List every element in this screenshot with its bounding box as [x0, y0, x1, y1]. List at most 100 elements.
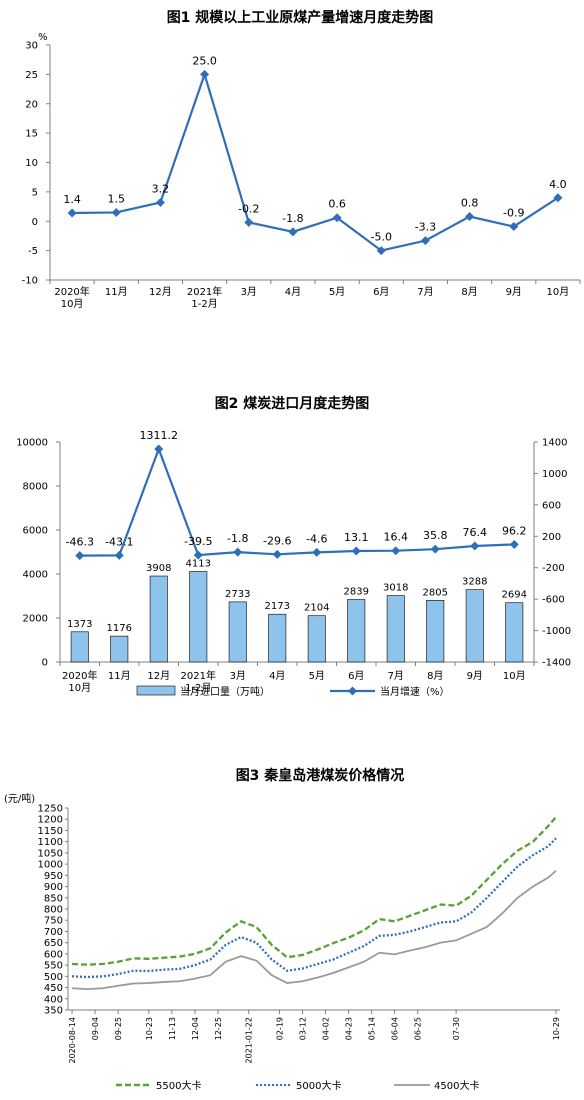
- y-tick-label: 1050: [38, 848, 63, 859]
- bar: [347, 599, 366, 663]
- x-tick-label: 03-12: [298, 1017, 307, 1040]
- x-tick-label: 7月: [388, 670, 404, 682]
- data-point: [67, 208, 77, 218]
- data-label: -1.8: [282, 212, 303, 225]
- y-tick-label: 700: [44, 927, 63, 938]
- bar: [149, 575, 168, 663]
- price-line: [71, 816, 557, 966]
- y-tick-label: -5: [28, 246, 38, 257]
- data-label: 1.4: [63, 193, 81, 206]
- x-tick-label: 1-2月: [185, 682, 211, 694]
- x-tick-label: 4月: [285, 286, 301, 298]
- bar-label: 4113: [186, 559, 211, 570]
- bar-label: 2839: [344, 587, 369, 598]
- data-point: [470, 541, 480, 551]
- data-label: -46.3: [66, 536, 94, 549]
- x-tick-label: 5月: [329, 286, 345, 298]
- data-label: -0.9: [503, 207, 524, 220]
- bar-label: 3288: [462, 577, 487, 588]
- y-tick-label: 950: [44, 871, 63, 882]
- y2-tick-label: 600: [542, 500, 561, 511]
- legend-label-5000: 5000大卡: [296, 1079, 341, 1092]
- y-tick-label: 10000: [16, 438, 48, 449]
- x-tick-label: 8月: [427, 670, 443, 682]
- x-tick-label: 04-23: [345, 1017, 354, 1040]
- data-point: [351, 546, 361, 556]
- x-tick-label: 2020年: [62, 669, 97, 682]
- bar: [110, 635, 129, 663]
- y-tick-label: 0: [32, 217, 38, 228]
- x-tick-label: 10-23: [145, 1017, 154, 1040]
- x-tick-label: 05-14: [368, 1017, 377, 1040]
- x-tick-label: 2021-01-22: [245, 1017, 254, 1064]
- y-tick-label: 25: [25, 70, 38, 81]
- x-tick-label: 12-04: [191, 1017, 200, 1040]
- x-tick-label: 2021年: [187, 285, 222, 298]
- legend-label-5500: 5500大卡: [156, 1079, 201, 1092]
- x-tick-label: 10月: [61, 298, 84, 310]
- data-point: [111, 207, 121, 217]
- price-line: [71, 837, 557, 979]
- x-tick-label: 3月: [241, 286, 257, 298]
- x-tick-label: 06-04: [391, 1017, 400, 1040]
- x-tick-label: 9月: [467, 670, 483, 682]
- y-tick-label: 1100: [38, 837, 63, 848]
- x-tick-label: 4月: [269, 670, 285, 682]
- x-tick-label: 10月: [547, 286, 570, 298]
- bar-label: 3018: [383, 583, 408, 594]
- x-tick-label: 12-25: [214, 1017, 223, 1040]
- data-point: [200, 69, 210, 79]
- data-point: [155, 197, 165, 207]
- x-tick-label: 3月: [230, 670, 246, 682]
- x-tick-label: 07-30: [452, 1017, 461, 1040]
- data-label: -0.2: [238, 202, 259, 215]
- y-tick-label: 800: [44, 905, 63, 916]
- data-point: [114, 550, 124, 560]
- data-label: -3.3: [415, 221, 436, 234]
- y-tick-label: 4000: [23, 570, 48, 581]
- bar: [465, 589, 484, 663]
- x-tick-label: 09-04: [91, 1017, 100, 1040]
- y-tick-label: -10: [22, 276, 38, 287]
- x-tick-label: 11月: [105, 286, 128, 298]
- x-tick-label: 6月: [348, 670, 364, 682]
- data-label: -5.0: [371, 231, 392, 244]
- data-label: -39.5: [184, 535, 212, 548]
- y-tick-label: 400: [44, 994, 63, 1005]
- bar: [505, 602, 524, 663]
- x-tick-label: 6月: [373, 286, 389, 298]
- data-point: [272, 549, 282, 559]
- legend-label-imports: 当月进口量（万吨）: [180, 685, 270, 698]
- chart-2-legend: 当月进口量（万吨） 当月增速（%）: [136, 685, 450, 698]
- data-point: [420, 236, 430, 246]
- chart-1-svg: 图1 规模以上工业原煤产量增速月度走势图 % 30 25 20 15 10 5 0 -5 -10…: [22, 9, 581, 310]
- y-tick-label: 10: [25, 158, 38, 169]
- x-tick-label: 1-2月: [191, 298, 217, 310]
- bar: [70, 631, 89, 663]
- y-tick-label: 1000: [38, 860, 63, 871]
- x-tick-label: 10-29: [552, 1017, 561, 1040]
- data-point: [193, 550, 203, 560]
- x-tick-label: 8月: [461, 286, 477, 298]
- data-point: [75, 551, 85, 561]
- y2-tick-label: -1000: [542, 626, 571, 637]
- bar-label: 2173: [265, 601, 290, 612]
- chart-3-coal-price: 图3 秦皇岛港煤炭价格情况 (元/吨) 1250 1200 1150 1100 1050…: [0, 760, 584, 1100]
- chart-3-title: 图3 秦皇岛港煤炭价格情况: [236, 767, 405, 784]
- data-label: 35.8: [423, 529, 448, 542]
- legend-label-growth: 当月增速（%）: [380, 685, 450, 698]
- chart-1-title: 图1 规模以上工业原煤产量增速月度走势图: [167, 9, 434, 26]
- x-tick-label: 09-25: [114, 1017, 123, 1040]
- data-label: 1.5: [108, 192, 126, 205]
- y-tick-label: 8000: [23, 482, 48, 493]
- bar-label: 2694: [502, 590, 527, 601]
- data-label: 25.0: [192, 54, 217, 67]
- y-tick-label: 6000: [23, 526, 48, 537]
- data-point: [391, 546, 401, 556]
- x-tick-label: 7月: [417, 286, 433, 298]
- data-point: [553, 193, 563, 203]
- y-tick-label: 850: [44, 893, 63, 904]
- x-tick-label: 11月: [108, 670, 131, 682]
- y-tick-label: 5: [32, 187, 38, 198]
- x-tick-label: 2020年: [54, 285, 89, 298]
